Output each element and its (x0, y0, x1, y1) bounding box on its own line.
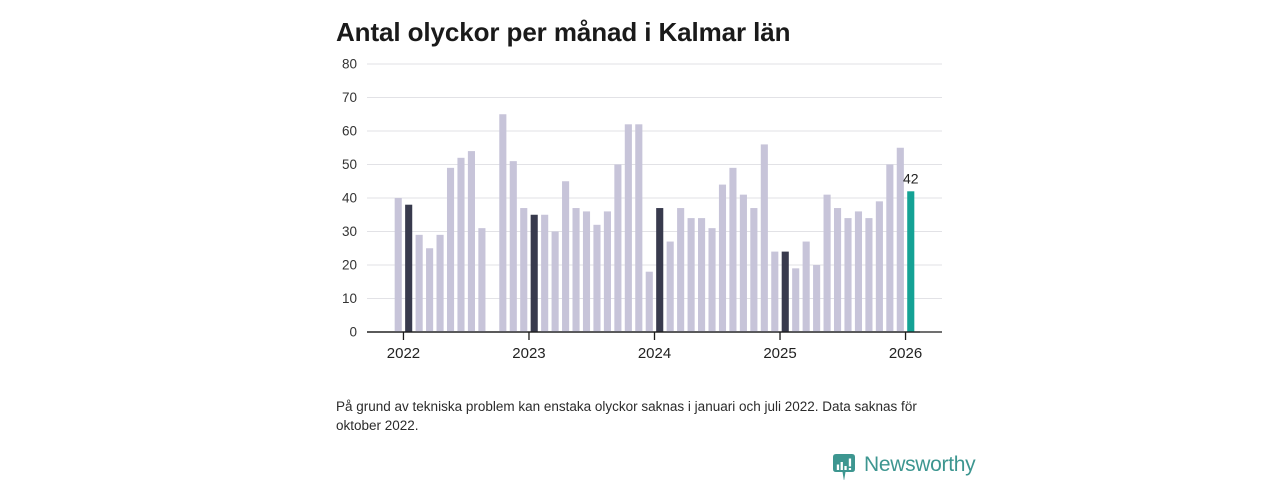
svg-text:60: 60 (342, 124, 357, 139)
svg-text:70: 70 (342, 90, 357, 105)
svg-text:20: 20 (342, 258, 357, 273)
svg-text:2024: 2024 (638, 345, 671, 362)
svg-text:2025: 2025 (763, 345, 796, 362)
svg-text:80: 80 (342, 57, 357, 72)
svg-text:42: 42 (903, 170, 919, 186)
svg-text:2026: 2026 (889, 345, 922, 362)
svg-text:40: 40 (342, 191, 357, 206)
svg-text:2023: 2023 (512, 345, 545, 362)
svg-text:10: 10 (342, 291, 357, 306)
svg-text:2022: 2022 (387, 345, 420, 362)
svg-text:0: 0 (349, 325, 357, 340)
svg-text:30: 30 (342, 224, 357, 239)
svg-text:50: 50 (342, 157, 357, 172)
